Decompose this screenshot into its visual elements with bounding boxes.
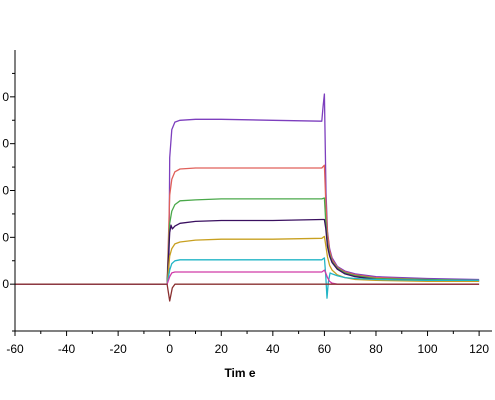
y-tick-label: 0 — [2, 90, 9, 104]
series-line-7 — [166, 269, 480, 285]
y-tick-label: 0 — [2, 277, 9, 291]
x-axis-title: Tim e — [224, 366, 255, 380]
x-ticks: -60 -40 -20 0 20 40 60 80 100 120 — [6, 331, 489, 356]
x-tick-label: 120 — [469, 342, 489, 356]
x-tick-label: -60 — [6, 342, 24, 356]
series-line-4 — [166, 218, 480, 285]
y-tick-label: 0 — [2, 137, 9, 151]
series-line-2 — [166, 164, 480, 285]
y-ticks: 0 0 0 0 0 — [2, 72, 15, 332]
x-tick-label: 100 — [418, 342, 438, 356]
series-line-5 — [166, 235, 480, 285]
x-tick-label: 60 — [318, 342, 332, 356]
series-line-8 — [15, 283, 480, 302]
x-tick-label: 80 — [369, 342, 383, 356]
series-line-1 — [15, 93, 480, 285]
series-line-3 — [166, 197, 480, 285]
x-tick-label: -40 — [58, 342, 76, 356]
x-tick-label: 0 — [166, 342, 173, 356]
series-line-6 — [166, 257, 480, 299]
x-tick-label: 40 — [266, 342, 280, 356]
y-tick-label: 0 — [2, 230, 9, 244]
x-tick-label: -20 — [109, 342, 127, 356]
y-tick-label: 0 — [2, 184, 9, 198]
x-tick-label: 20 — [215, 342, 229, 356]
plot-lines — [15, 93, 480, 302]
